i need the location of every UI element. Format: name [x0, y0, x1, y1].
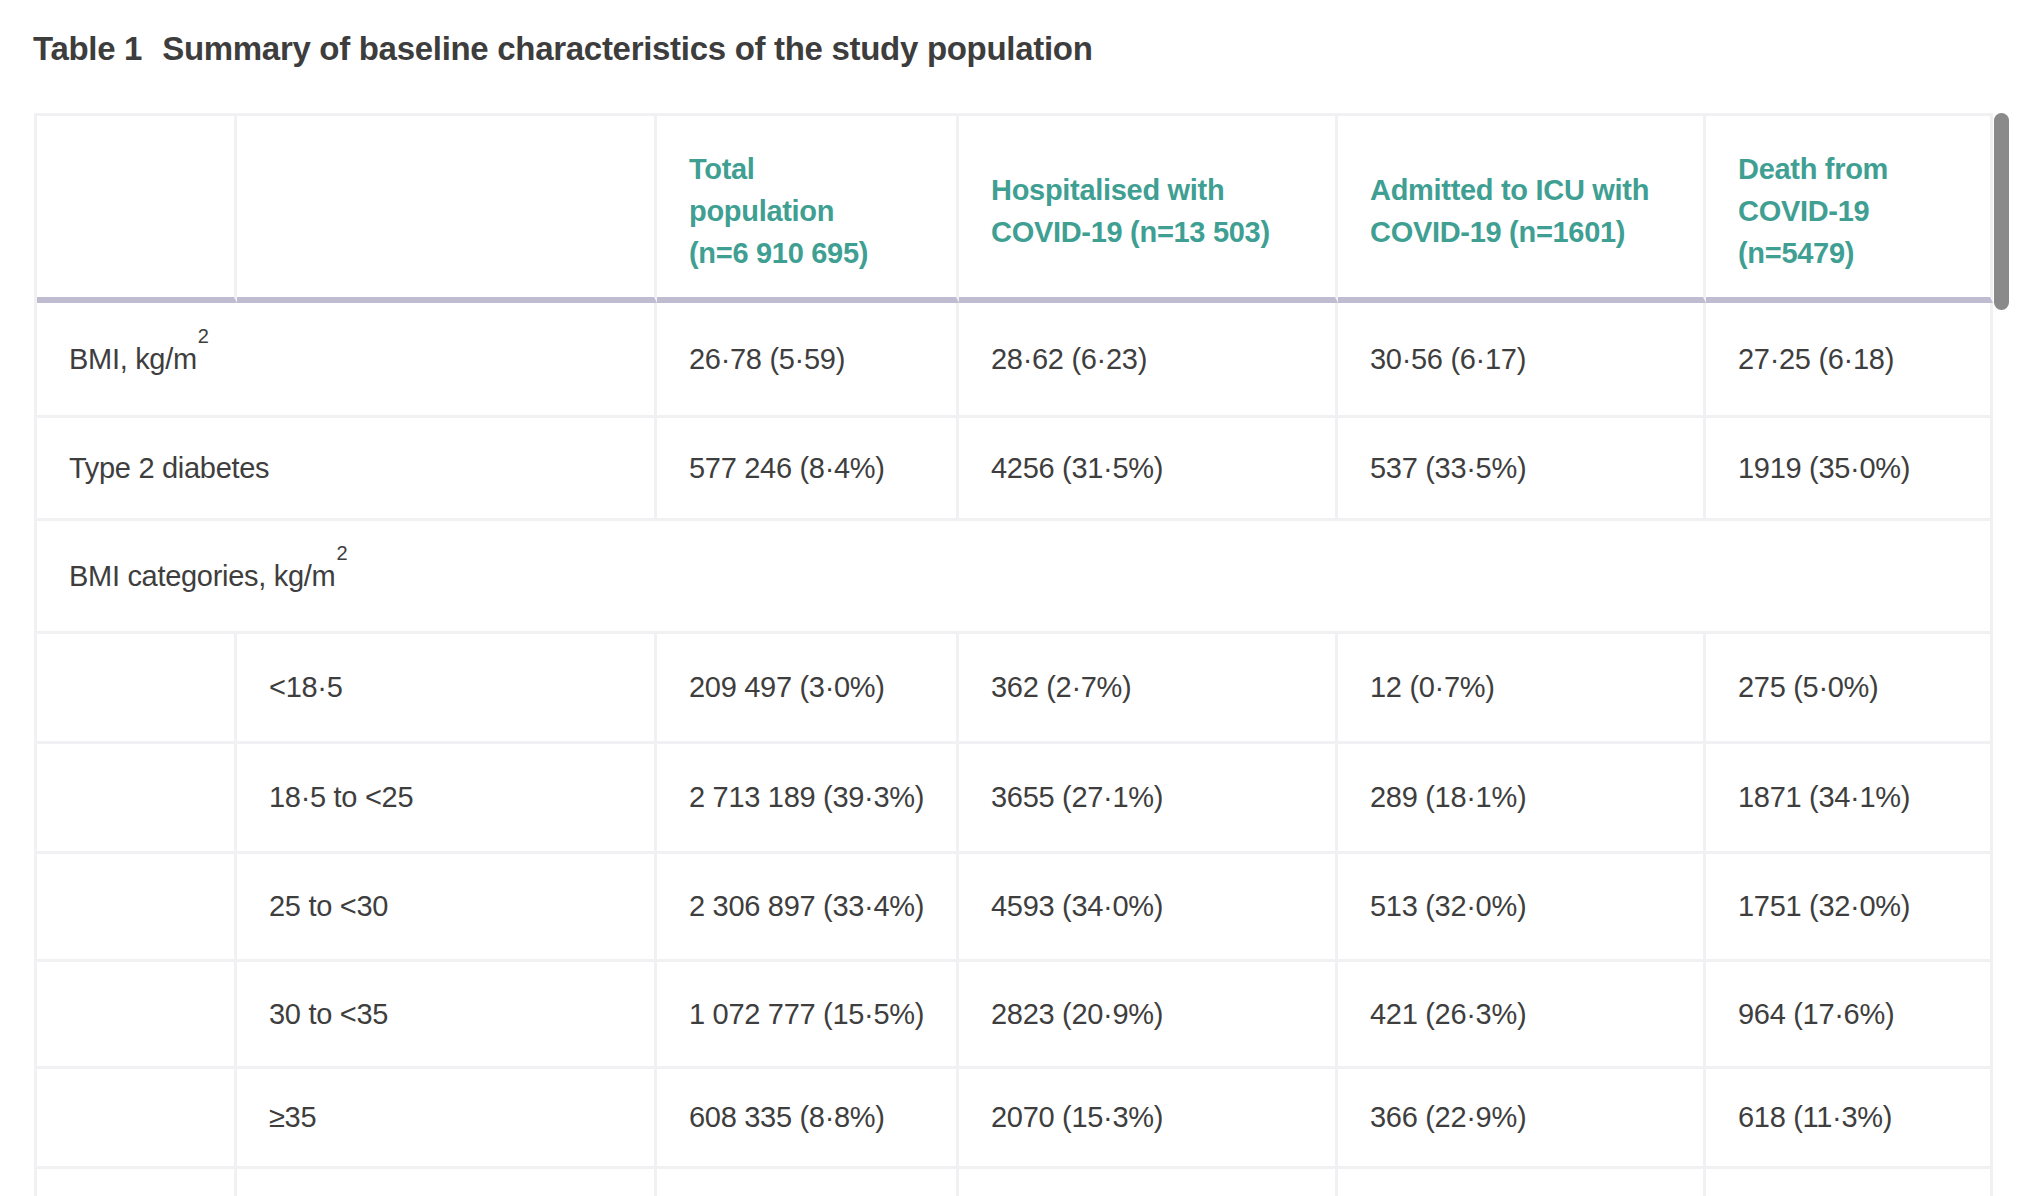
cell-death: 27·25 (6·18)	[1706, 303, 1993, 418]
header-line: Total	[689, 148, 946, 190]
row-label-cell: Type 2 diabetes	[37, 418, 657, 521]
indent-cell	[37, 1169, 237, 1196]
table-title: Table 1 Summary of baseline characteristi…	[0, 0, 2042, 113]
cell-death: 275 (5·0%)	[1706, 634, 1993, 744]
table-row-bmi-25-to-30: 25 to <30 2 306 897 (33·4%) 4593 (34·0%)…	[37, 854, 1993, 962]
table-row-partial	[37, 1169, 1993, 1196]
header-line: Death from	[1738, 148, 1980, 190]
indent-cell	[37, 634, 237, 744]
cell-hospitalised: 2823 (20·9%)	[959, 962, 1338, 1069]
header-hospitalised: Hospitalised with COVID-19 (n=13 503)	[959, 116, 1338, 303]
header-line: COVID-19 (n=13 503)	[991, 211, 1325, 253]
cell-hospitalised: 4593 (34·0%)	[959, 854, 1338, 962]
cell-total: 577 246 (8·4%)	[657, 418, 959, 521]
header-line: COVID-19	[1738, 190, 1980, 232]
section-label: BMI categories, kg/m	[69, 560, 335, 592]
cell-icu: 421 (26·3%)	[1338, 962, 1706, 1069]
cell-death: 1919 (35·0%)	[1706, 418, 1993, 521]
cell-total: 1 072 777 (15·5%)	[657, 962, 959, 1069]
cell-icu	[1338, 1169, 1706, 1196]
cell-total	[657, 1169, 959, 1196]
row-label: BMI, kg/m	[69, 343, 197, 375]
cell-total: 209 497 (3·0%)	[657, 634, 959, 744]
cell-hospitalised: 4256 (31·5%)	[959, 418, 1338, 521]
row-label-cell: BMI, kg/m2	[37, 303, 657, 418]
row-label-cell: 30 to <35	[237, 962, 657, 1069]
row-label-cell: 18·5 to <25	[237, 744, 657, 854]
table-row-bmi-under-18-5: <18·5 209 497 (3·0%) 362 (2·7%) 12 (0·7%…	[37, 634, 1993, 744]
cell-death: 618 (11·3%)	[1706, 1069, 1993, 1169]
section-label-cell: BMI categories, kg/m2	[37, 521, 1993, 634]
row-label-cell	[237, 1169, 657, 1196]
indent-cell	[37, 854, 237, 962]
cell-total: 608 335 (8·8%)	[657, 1069, 959, 1169]
row-label: 18·5 to <25	[269, 781, 413, 813]
header-line: Hospitalised with	[991, 169, 1325, 211]
indent-cell	[37, 744, 237, 854]
cell-hospitalised: 28·62 (6·23)	[959, 303, 1338, 418]
table-row-bmi-30-to-35: 30 to <35 1 072 777 (15·5%) 2823 (20·9%)…	[37, 962, 1993, 1069]
header-total-population: Total population (n=6 910 695)	[657, 116, 959, 303]
cell-icu: 513 (32·0%)	[1338, 854, 1706, 962]
row-label: 30 to <35	[269, 998, 388, 1030]
table-scroll-area[interactable]: Total population (n=6 910 695) Hospitali…	[34, 113, 1994, 1196]
cell-icu: 30·56 (6·17)	[1338, 303, 1706, 418]
cell-hospitalised: 2070 (15·3%)	[959, 1069, 1338, 1169]
row-label-cell: <18·5	[237, 634, 657, 744]
header-icu: Admitted to ICU with COVID-19 (n=1601)	[1338, 116, 1706, 303]
table-row-bmi-categories-section: BMI categories, kg/m2	[37, 521, 1993, 634]
cell-icu: 12 (0·7%)	[1338, 634, 1706, 744]
row-label: ≥35	[269, 1101, 316, 1133]
header-row: Total population (n=6 910 695) Hospitali…	[37, 116, 1993, 303]
table-row-bmi-18-5-to-25: 18·5 to <25 2 713 189 (39·3%) 3655 (27·1…	[37, 744, 1993, 854]
cell-icu: 537 (33·5%)	[1338, 418, 1706, 521]
cell-total: 2 306 897 (33·4%)	[657, 854, 959, 962]
header-empty-1	[37, 116, 237, 303]
baseline-characteristics-table: Total population (n=6 910 695) Hospitali…	[34, 113, 1993, 1196]
cell-icu: 289 (18·1%)	[1338, 744, 1706, 854]
header-line: Admitted to ICU with	[1370, 169, 1693, 211]
row-label-cell: 25 to <30	[237, 854, 657, 962]
header-line: (n=6 910 695)	[689, 232, 946, 274]
header-line: COVID-19 (n=1601)	[1370, 211, 1693, 253]
cell-death: 1871 (34·1%)	[1706, 744, 1993, 854]
indent-cell	[37, 962, 237, 1069]
row-label: <18·5	[269, 671, 342, 703]
header-line: (n=5479)	[1738, 232, 1980, 274]
table-number: Table 1	[33, 30, 142, 67]
row-label: 25 to <30	[269, 890, 388, 922]
cell-hospitalised: 362 (2·7%)	[959, 634, 1338, 744]
cell-death: 1751 (32·0%)	[1706, 854, 1993, 962]
table-caption: Summary of baseline characteristics of t…	[162, 30, 1092, 67]
cell-hospitalised: 3655 (27·1%)	[959, 744, 1338, 854]
cell-icu: 366 (22·9%)	[1338, 1069, 1706, 1169]
cell-death	[1706, 1169, 1993, 1196]
header-death: Death from COVID-19 (n=5479)	[1706, 116, 1993, 303]
section-label-sup: 2	[336, 542, 347, 564]
header-empty-2	[237, 116, 657, 303]
indent-cell	[37, 1069, 237, 1169]
cell-total: 26·78 (5·59)	[657, 303, 959, 418]
table-row-bmi-35-plus: ≥35 608 335 (8·8%) 2070 (15·3%) 366 (22·…	[37, 1069, 1993, 1169]
cell-total: 2 713 189 (39·3%)	[657, 744, 959, 854]
table-row-bmi: BMI, kg/m2 26·78 (5·59) 28·62 (6·23) 30·…	[37, 303, 1993, 418]
row-label-cell: ≥35	[237, 1069, 657, 1169]
vertical-scrollbar-thumb[interactable]	[1994, 113, 2009, 310]
cell-hospitalised	[959, 1169, 1338, 1196]
table-row-type2-diabetes: Type 2 diabetes 577 246 (8·4%) 4256 (31·…	[37, 418, 1993, 521]
row-label: Type 2 diabetes	[69, 452, 269, 484]
header-line: population	[689, 190, 946, 232]
row-label-sup: 2	[198, 325, 209, 347]
cell-death: 964 (17·6%)	[1706, 962, 1993, 1069]
